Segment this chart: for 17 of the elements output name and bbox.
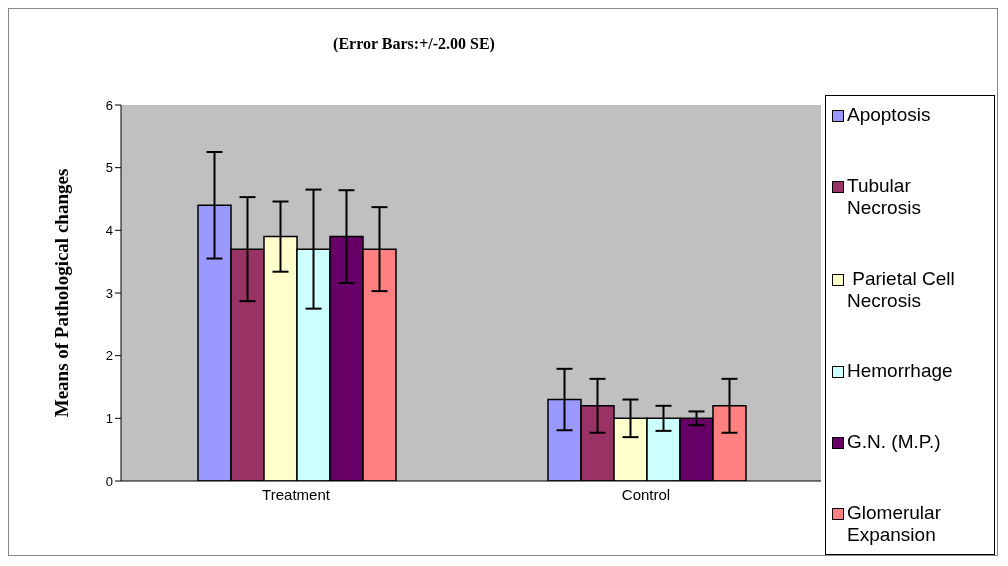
y-tick-label: 4 bbox=[105, 222, 113, 238]
y-tick-label: 2 bbox=[105, 348, 113, 364]
y-tick-label: 5 bbox=[105, 160, 113, 176]
legend-label: Glomerular Expansion bbox=[847, 501, 942, 546]
legend-label: Hemorrhage bbox=[847, 360, 953, 383]
y-axis-title: Means of Pathological changes bbox=[50, 168, 72, 418]
y-tick-label: 6 bbox=[105, 97, 113, 113]
legend-label: Tubular Necrosis bbox=[847, 174, 922, 219]
x-tick-label: Control bbox=[621, 485, 671, 503]
y-tick-label: 0 bbox=[105, 473, 113, 489]
legend-label: Apoptosis bbox=[847, 104, 931, 126]
y-tick-label: 3 bbox=[105, 285, 113, 301]
chart-title: (Error Bars:+/-2.00 SE) bbox=[332, 35, 496, 53]
legend-label: G.N. (M.P.) bbox=[847, 431, 941, 454]
x-tick-label: Treatment bbox=[262, 485, 331, 503]
legend-label: Parietal Cell Necrosis bbox=[847, 267, 956, 312]
y-tick-label: 1 bbox=[105, 410, 113, 426]
